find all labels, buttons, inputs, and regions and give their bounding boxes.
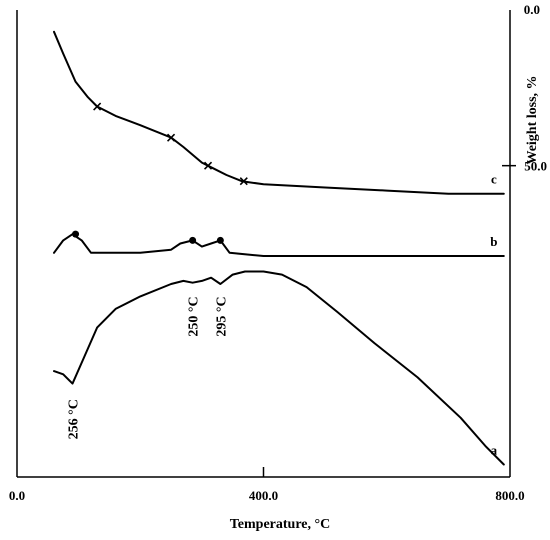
data-point-marker <box>189 236 197 244</box>
y-tick-label: 50.0 <box>524 159 547 174</box>
y-axis-title: Weight loss, % <box>525 75 540 164</box>
plot-frame <box>16 10 511 478</box>
x-tick-label: 800.0 <box>495 488 524 503</box>
temperature-annotation: 250 °C <box>187 296 202 336</box>
x-tick-label: 0.0 <box>9 488 25 503</box>
series-layer: c b a <box>53 30 505 466</box>
series-label: b <box>490 234 497 249</box>
data-point-marker <box>166 133 176 142</box>
series-label: c <box>491 172 497 187</box>
data-point-marker <box>72 230 80 238</box>
y-tick-label: 0.0 <box>524 2 540 17</box>
temperature-annotation: 295 °C <box>214 296 229 336</box>
series-line <box>53 233 505 257</box>
data-point-marker <box>216 236 224 244</box>
data-point-marker <box>93 102 102 111</box>
temperature-annotation: 256 °C <box>66 399 81 439</box>
annotations-layer: 256 °C 250 °C 295 °C <box>66 296 229 439</box>
x-tick-label: 400.0 <box>249 488 278 503</box>
series-line <box>53 30 505 195</box>
series-a: a <box>53 270 505 466</box>
data-point-marker <box>239 177 248 186</box>
series-line <box>53 270 505 466</box>
series-label: a <box>491 443 498 458</box>
data-point-marker <box>203 161 213 170</box>
series-b: b <box>53 230 505 257</box>
series-c: c <box>53 30 505 195</box>
axis-ticks: 0.0 400.0 800.0 0.0 50.0 <box>9 2 547 503</box>
x-axis-title: Temperature, °C <box>230 517 330 532</box>
